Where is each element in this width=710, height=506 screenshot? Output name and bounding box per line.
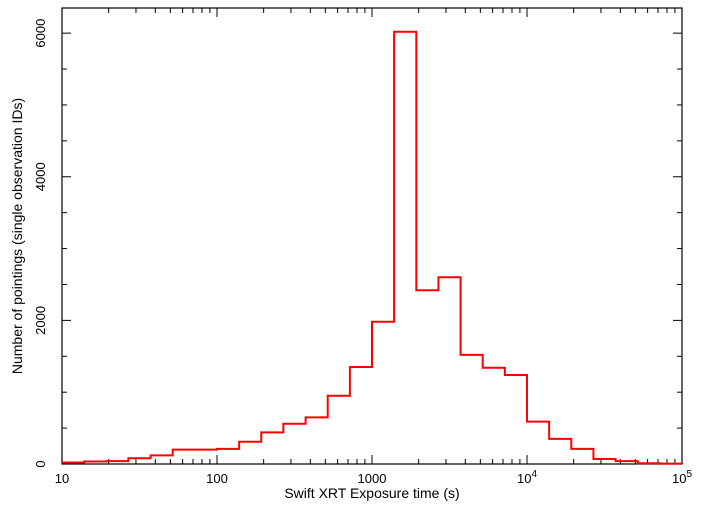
x-tick-label: 104 [517, 469, 537, 486]
x-tick-label: 1000 [358, 471, 387, 486]
x-tick-label: 10 [55, 471, 69, 486]
y-tick-label: 6000 [33, 19, 48, 48]
y-tick-label: 4000 [33, 162, 48, 191]
y-tick-label: 2000 [33, 306, 48, 335]
y-axis-title: Number of pointings (single observation … [9, 98, 25, 374]
plot-frame [61, 7, 683, 465]
histogram-step-line [62, 30, 683, 465]
tick-labels: 10 100 1000 104 105 0 2000 4000 6000 [33, 19, 692, 486]
x-tick-label: 100 [206, 471, 228, 486]
y-tick-label: 0 [33, 460, 48, 467]
x-tick-label: 105 [672, 469, 692, 486]
axis-ticks [61, 8, 682, 465]
x-axis-title: Swift XRT Exposure time (s) [284, 485, 459, 501]
